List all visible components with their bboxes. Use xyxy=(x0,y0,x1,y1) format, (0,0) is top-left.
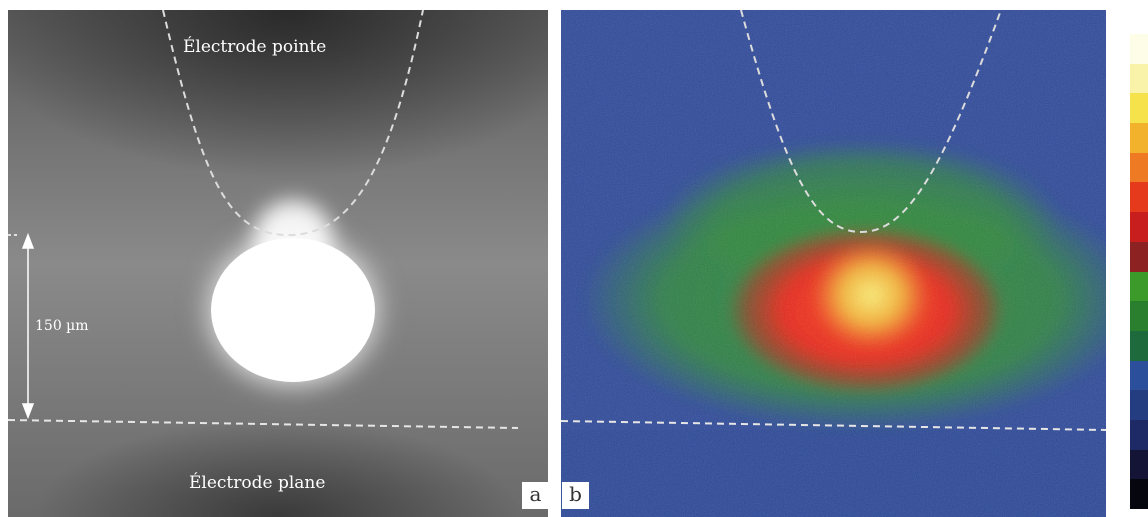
distance-arrow xyxy=(8,232,35,420)
color-scale-segment xyxy=(1130,152,1148,183)
color-scale-segment xyxy=(1130,241,1148,272)
color-scale-segment xyxy=(1130,419,1148,450)
color-scale-segment xyxy=(1130,271,1148,302)
plane-electrode-outline-b xyxy=(561,420,1106,431)
tip-electrode-outline xyxy=(162,10,424,237)
color-scale-segment xyxy=(1130,479,1148,509)
grayscale-discharge-image xyxy=(8,10,548,517)
tip-electrode-label: Électrode pointe xyxy=(183,37,327,57)
panel-b-label: b xyxy=(562,482,589,509)
color-scale-bar xyxy=(1130,34,1148,509)
color-scale-segment xyxy=(1130,390,1148,420)
color-scale-segment xyxy=(1130,63,1148,94)
grayscale-image-panel: Électrode pointe 150 µm Électrode plane xyxy=(8,10,548,517)
color-scale-segment xyxy=(1130,212,1148,242)
color-scale-segment xyxy=(1130,449,1148,480)
color-scale-segment xyxy=(1130,360,1148,391)
color-scale-segment xyxy=(1130,301,1148,331)
panel-a-label: a xyxy=(522,482,549,509)
tip-electrode-outline-b xyxy=(740,10,1002,234)
false-color-discharge-image xyxy=(561,10,1106,517)
plane-electrode-label: Électrode plane xyxy=(189,473,326,493)
color-scale-segment xyxy=(1130,34,1148,64)
color-scale-segment xyxy=(1130,93,1148,124)
gap-distance-label: 150 µm xyxy=(35,318,89,334)
color-scale-segment xyxy=(1130,330,1148,361)
color-scale-segment xyxy=(1130,182,1148,213)
false-color-image-panel xyxy=(561,10,1106,517)
plane-electrode-outline xyxy=(8,419,519,429)
color-scale-segment xyxy=(1130,123,1148,153)
